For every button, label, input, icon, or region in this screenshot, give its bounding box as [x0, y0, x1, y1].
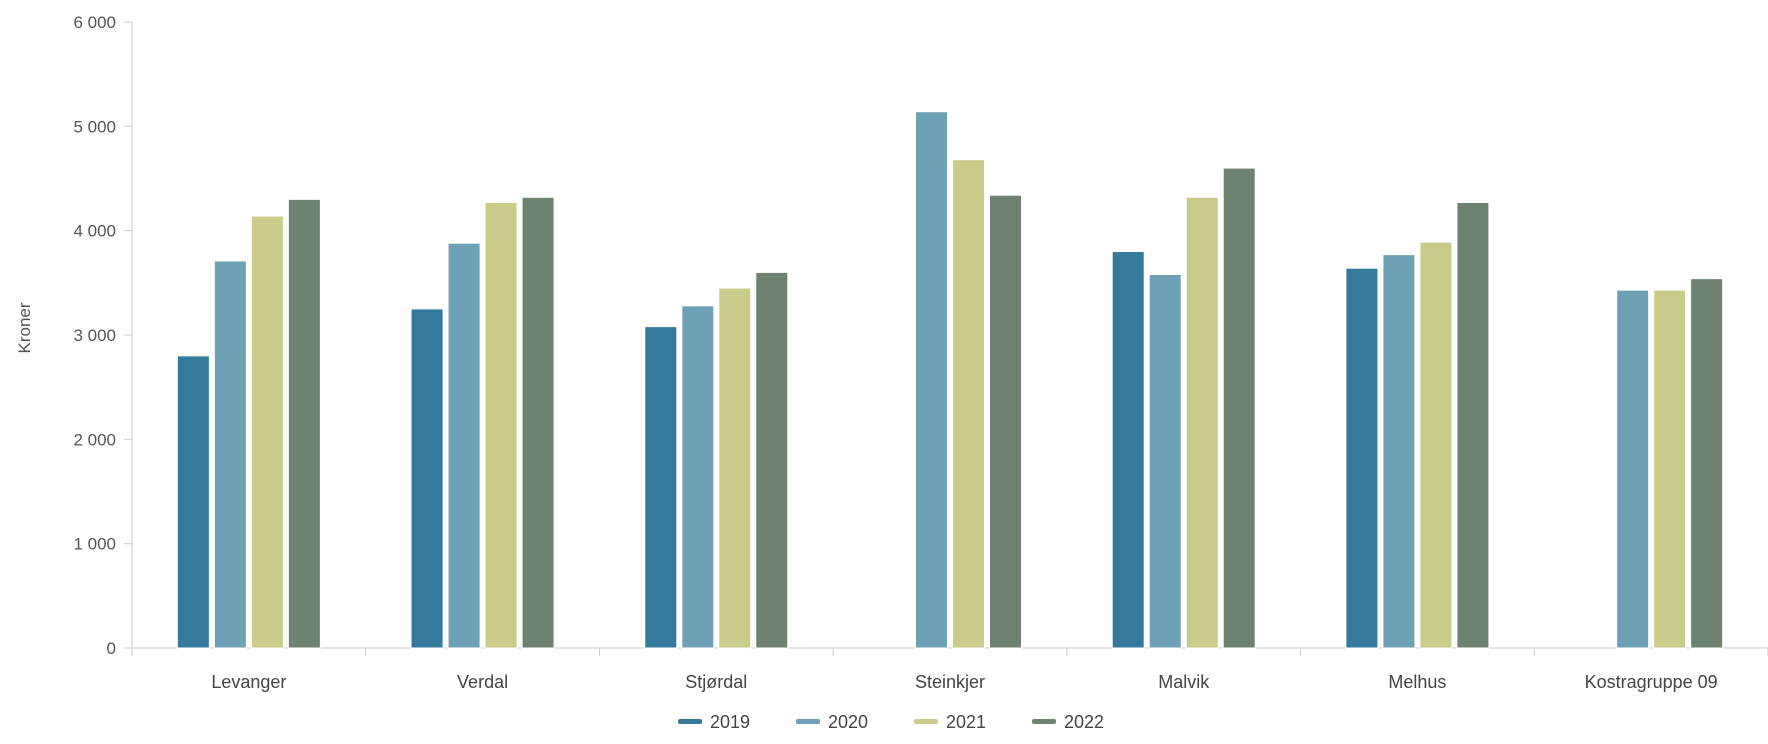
y-axis-title: Kroner [15, 302, 34, 353]
legend: 2019 2020 2021 2022 [678, 712, 1104, 732]
y-tick-label: 6 000 [73, 13, 116, 32]
x-tick-label: Malvik [1158, 672, 1210, 692]
bar-2021-levanger[interactable] [250, 215, 284, 649]
y-tick-label: 5 000 [73, 117, 116, 136]
legend-swatch [914, 719, 938, 724]
legend-label: 2020 [828, 712, 868, 732]
legend-item-2020[interactable]: 2020 [796, 712, 868, 732]
bar-2022-melhus[interactable] [1456, 201, 1490, 649]
bar-2022-malvik[interactable] [1222, 167, 1256, 649]
bar-2021-melhus[interactable] [1419, 241, 1453, 649]
bar-2020-verdal[interactable] [447, 242, 481, 649]
legend-item-2019[interactable]: 2019 [678, 712, 750, 732]
y-tick-label: 0 [107, 639, 116, 658]
legend-swatch [678, 719, 702, 724]
bar-2022-kostragruppe-09[interactable] [1690, 278, 1724, 649]
y-tick-label: 4 000 [73, 222, 116, 241]
bar-2021-steinkjer[interactable] [952, 159, 985, 649]
legend-item-2022[interactable]: 2022 [1032, 712, 1104, 732]
x-tick-label: Levanger [211, 672, 286, 692]
bar-2019-verdal[interactable] [410, 308, 444, 649]
bar-2019-malvik[interactable] [1111, 251, 1145, 649]
legend-label: 2021 [946, 712, 986, 732]
bar-2020-melhus[interactable] [1382, 254, 1416, 649]
bar-2022-verdal[interactable] [521, 196, 555, 649]
bar-2019-stjørdal[interactable] [644, 326, 678, 649]
bar-2019-levanger[interactable] [176, 355, 210, 649]
bar-2021-stjørdal[interactable] [718, 287, 752, 649]
bar-2020-levanger[interactable] [213, 260, 247, 649]
bar-2021-verdal[interactable] [484, 201, 518, 649]
legend-label: 2022 [1064, 712, 1104, 732]
bar-2021-malvik[interactable] [1185, 196, 1219, 649]
x-tick-label: Melhus [1388, 672, 1446, 692]
bar-2020-malvik[interactable] [1148, 273, 1182, 649]
bar-2022-levanger[interactable] [287, 198, 321, 649]
legend-label: 2019 [710, 712, 750, 732]
y-tick-label: 3 000 [73, 326, 116, 345]
y-tick-label: 1 000 [73, 535, 116, 554]
y-axis: 0 1 000 2 000 3 000 4 000 5 000 6 000 [73, 13, 133, 658]
bar-2022-stjørdal[interactable] [755, 271, 789, 649]
bar-2020-stjørdal[interactable] [681, 305, 715, 649]
x-tick-label: Kostragruppe 09 [1585, 672, 1718, 692]
x-axis: Levanger Verdal Stjørdal Steinkjer Malvik Mel… [131, 647, 1768, 692]
bar-2019-melhus[interactable] [1345, 267, 1379, 649]
legend-swatch [796, 719, 820, 724]
y-tick-label: 2 000 [73, 430, 116, 449]
bars [176, 111, 1724, 649]
legend-item-2021[interactable]: 2021 [914, 712, 986, 732]
bar-2021-kostragruppe-09[interactable] [1653, 289, 1687, 649]
bar-2022-steinkjer[interactable] [989, 194, 1022, 649]
x-tick-label: Verdal [457, 672, 508, 692]
x-tick-label: Steinkjer [915, 672, 985, 692]
x-tick-label: Stjørdal [685, 672, 747, 692]
bar-2020-kostragruppe-09[interactable] [1616, 289, 1650, 649]
bar-2020-steinkjer[interactable] [915, 111, 948, 649]
legend-swatch [1032, 719, 1056, 724]
